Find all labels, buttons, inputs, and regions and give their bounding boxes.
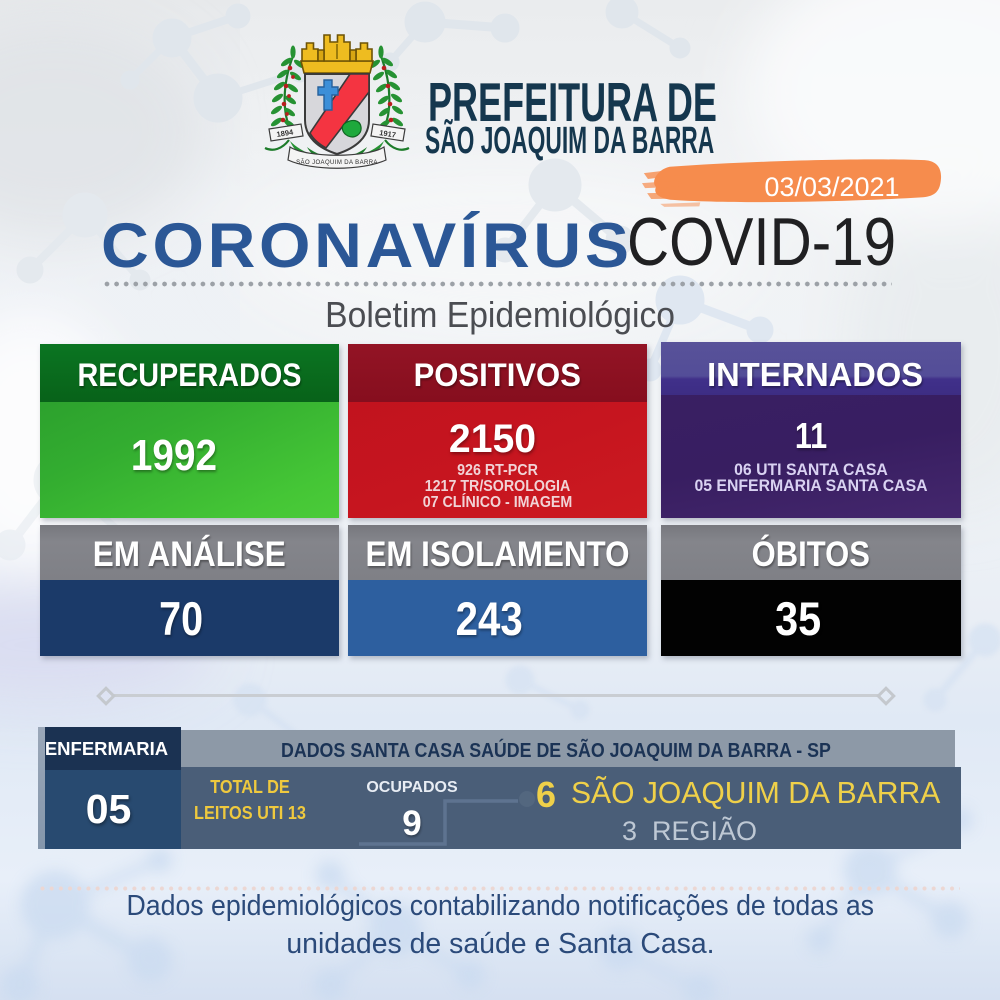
svg-text:SÃO JOAQUIM DA BARRA: SÃO JOAQUIM DA BARRA [296, 159, 378, 166]
svg-text:1894: 1894 [276, 127, 295, 139]
svg-text:1917: 1917 [379, 128, 397, 139]
